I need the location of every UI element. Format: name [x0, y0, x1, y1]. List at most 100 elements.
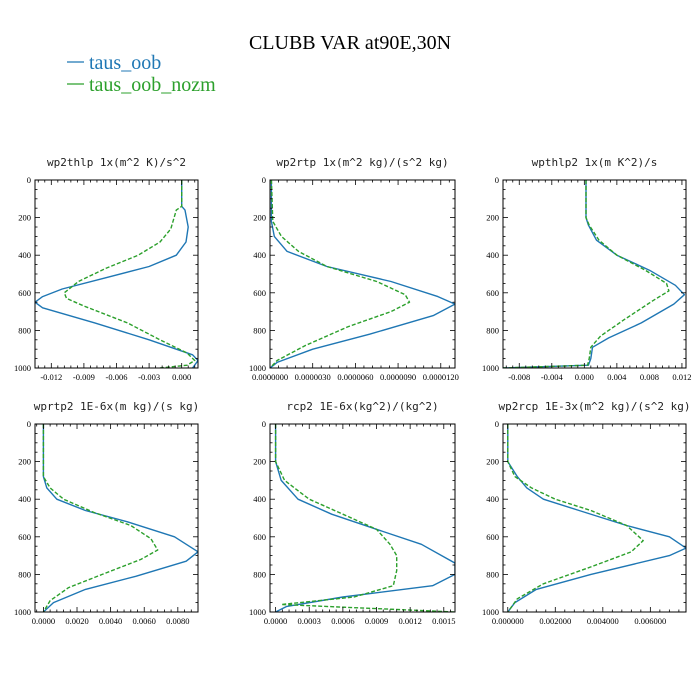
- series-line-taus-oob: [270, 180, 455, 368]
- panel-title: wp2rtp 1x(m^2 kg)/(s^2 kg): [276, 156, 448, 169]
- x-tick-label: 0.0006: [331, 616, 354, 626]
- series-line-taus-oob-nozm: [270, 180, 411, 368]
- x-tick-label: 0.0012: [398, 616, 421, 626]
- panel-2: wp2rtp 1x(m^2 kg)/(s^2 kg) 0 200 400 600 800 1…: [249, 156, 459, 382]
- x-tick-label: -0.009: [73, 372, 95, 382]
- y-tick-label: 600: [486, 288, 499, 298]
- y-tick-label: 200: [253, 213, 266, 223]
- x-tick-label: -0.003: [138, 372, 160, 382]
- chart-title: CLUBB VAR at90E,30N: [249, 32, 451, 54]
- series-line-taus-oob: [507, 424, 686, 612]
- y-tick-label: 200: [486, 213, 499, 223]
- y-tick-label: 0: [495, 419, 499, 429]
- series-line-taus-oob: [503, 180, 686, 368]
- y-tick-label: 400: [18, 494, 31, 504]
- x-tick-label: 0.006000: [634, 616, 666, 626]
- y-tick-label: 200: [18, 213, 31, 223]
- y-tick-label: 600: [253, 532, 266, 542]
- panel-title: wp2thlp 1x(m^2 K)/s^2: [47, 156, 186, 169]
- panel-4: wprtp2 1E-6x(m kg)/(s kg)0 200 400 600 800 10…: [14, 400, 199, 626]
- legend-label-taus-oob-nozm: taus_oob_nozm: [89, 74, 216, 96]
- y-tick-label: 600: [18, 288, 31, 298]
- y-tick-label: 400: [253, 250, 266, 260]
- y-tick-label: 1000: [482, 607, 499, 617]
- y-tick-label: 1000: [14, 607, 31, 617]
- x-tick-label: 0.0040: [99, 616, 122, 626]
- y-tick-label: 800: [486, 325, 499, 335]
- x-tick-label: 0.0080: [166, 616, 189, 626]
- y-tick-label: 600: [18, 532, 31, 542]
- panel-title: wpthlp2 1x(m K^2)/s: [532, 156, 658, 169]
- series-line-taus-oob: [35, 180, 198, 368]
- x-tick-label: 0.004: [607, 372, 627, 382]
- x-tick-label: 0.0000: [264, 616, 287, 626]
- panel-title: wprtp2 1E-6x(m kg)/(s kg): [34, 400, 200, 413]
- series-line-taus-oob-nozm: [63, 180, 196, 368]
- x-tick-label: 0.002000: [539, 616, 571, 626]
- x-tick-label: -0.012: [40, 372, 62, 382]
- y-tick-label: 200: [253, 457, 266, 467]
- y-tick-label: 400: [253, 494, 266, 504]
- panel-3: wpthlp2 1x(m K^2)/s 0 200 400 600 800 1000 -0.0…: [482, 156, 691, 382]
- series-line-taus-oob: [274, 424, 455, 612]
- panel-6: wp2rcp 1E-3x(m^2 kg)/(s^2 kg) 0 200 400 600 8…: [482, 400, 691, 626]
- y-tick-label: 0: [262, 419, 266, 429]
- x-tick-label: 0.008: [640, 372, 659, 382]
- y-tick-label: 800: [486, 569, 499, 579]
- y-tick-label: 1000: [249, 607, 266, 617]
- plot-frame: [269, 179, 456, 369]
- y-tick-label: 0: [27, 175, 31, 185]
- x-tick-label: 0.0020: [65, 616, 88, 626]
- y-tick-label: 400: [486, 250, 499, 260]
- y-tick-label: 0: [27, 419, 31, 429]
- x-tick-label: 0.012: [672, 372, 691, 382]
- x-tick-label: 0.0009: [365, 616, 388, 626]
- x-tick-label: 0.000: [172, 372, 191, 382]
- series-line-taus-oob: [42, 424, 198, 612]
- y-tick-label: 1000: [14, 363, 31, 373]
- series-line-taus-oob-nozm: [42, 424, 159, 612]
- y-tick-label: 1000: [249, 363, 266, 373]
- y-tick-label: 400: [18, 250, 31, 260]
- y-tick-label: 400: [486, 494, 499, 504]
- y-tick-label: 800: [253, 569, 266, 579]
- y-tick-label: 800: [18, 325, 31, 335]
- y-tick-label: 200: [18, 457, 31, 467]
- panel-title: rcp2 1E-6x(kg^2)/(kg^2): [286, 400, 438, 413]
- plot-frame: [269, 423, 456, 613]
- x-tick-label: 0.0015: [432, 616, 455, 626]
- panels: wp2thlp 1x(m^2 K)/s^2 0 200 400 600 800 1000 -0…: [14, 156, 691, 626]
- y-tick-label: 600: [486, 532, 499, 542]
- x-tick-label: 0.004000: [587, 616, 619, 626]
- y-tick-label: 0: [495, 175, 499, 185]
- x-tick-label: -0.006: [106, 372, 128, 382]
- y-tick-label: 800: [253, 325, 266, 335]
- plot-frame: [502, 179, 687, 369]
- legend: taus_oob taus_oob_nozm: [67, 52, 216, 96]
- x-tick-label: 0.0000090: [380, 372, 416, 382]
- series-line-taus-oob-nozm: [274, 424, 455, 612]
- x-tick-label: 0.0000000: [252, 372, 288, 382]
- x-tick-label: 0.000: [575, 372, 594, 382]
- y-tick-label: 0: [262, 175, 266, 185]
- y-tick-label: 1000: [482, 363, 499, 373]
- x-tick-label: 0.000000: [492, 616, 524, 626]
- plot-frame: [34, 423, 199, 613]
- legend-label-taus-oob: taus_oob: [89, 52, 161, 74]
- x-tick-label: -0.008: [508, 372, 530, 382]
- x-tick-label: -0.004: [541, 372, 564, 382]
- x-tick-label: 0.0000060: [337, 372, 373, 382]
- plot-frame: [34, 179, 199, 369]
- panel-1: wp2thlp 1x(m^2 K)/s^2 0 200 400 600 800 1000 -0…: [14, 156, 199, 382]
- y-tick-label: 200: [486, 457, 499, 467]
- x-tick-label: 0.0000030: [295, 372, 331, 382]
- y-tick-label: 800: [18, 569, 31, 579]
- plot-frame: [502, 423, 687, 613]
- x-tick-label: 0.0003: [298, 616, 321, 626]
- x-tick-label: 0.0060: [133, 616, 156, 626]
- series-line-taus-oob-nozm: [503, 180, 670, 368]
- panel-5: rcp2 1E-6x(kg^2)/(kg^2) 0 200 400 600 800 1000…: [249, 400, 456, 626]
- x-tick-label: 0.0000120: [423, 372, 459, 382]
- y-tick-label: 600: [253, 288, 266, 298]
